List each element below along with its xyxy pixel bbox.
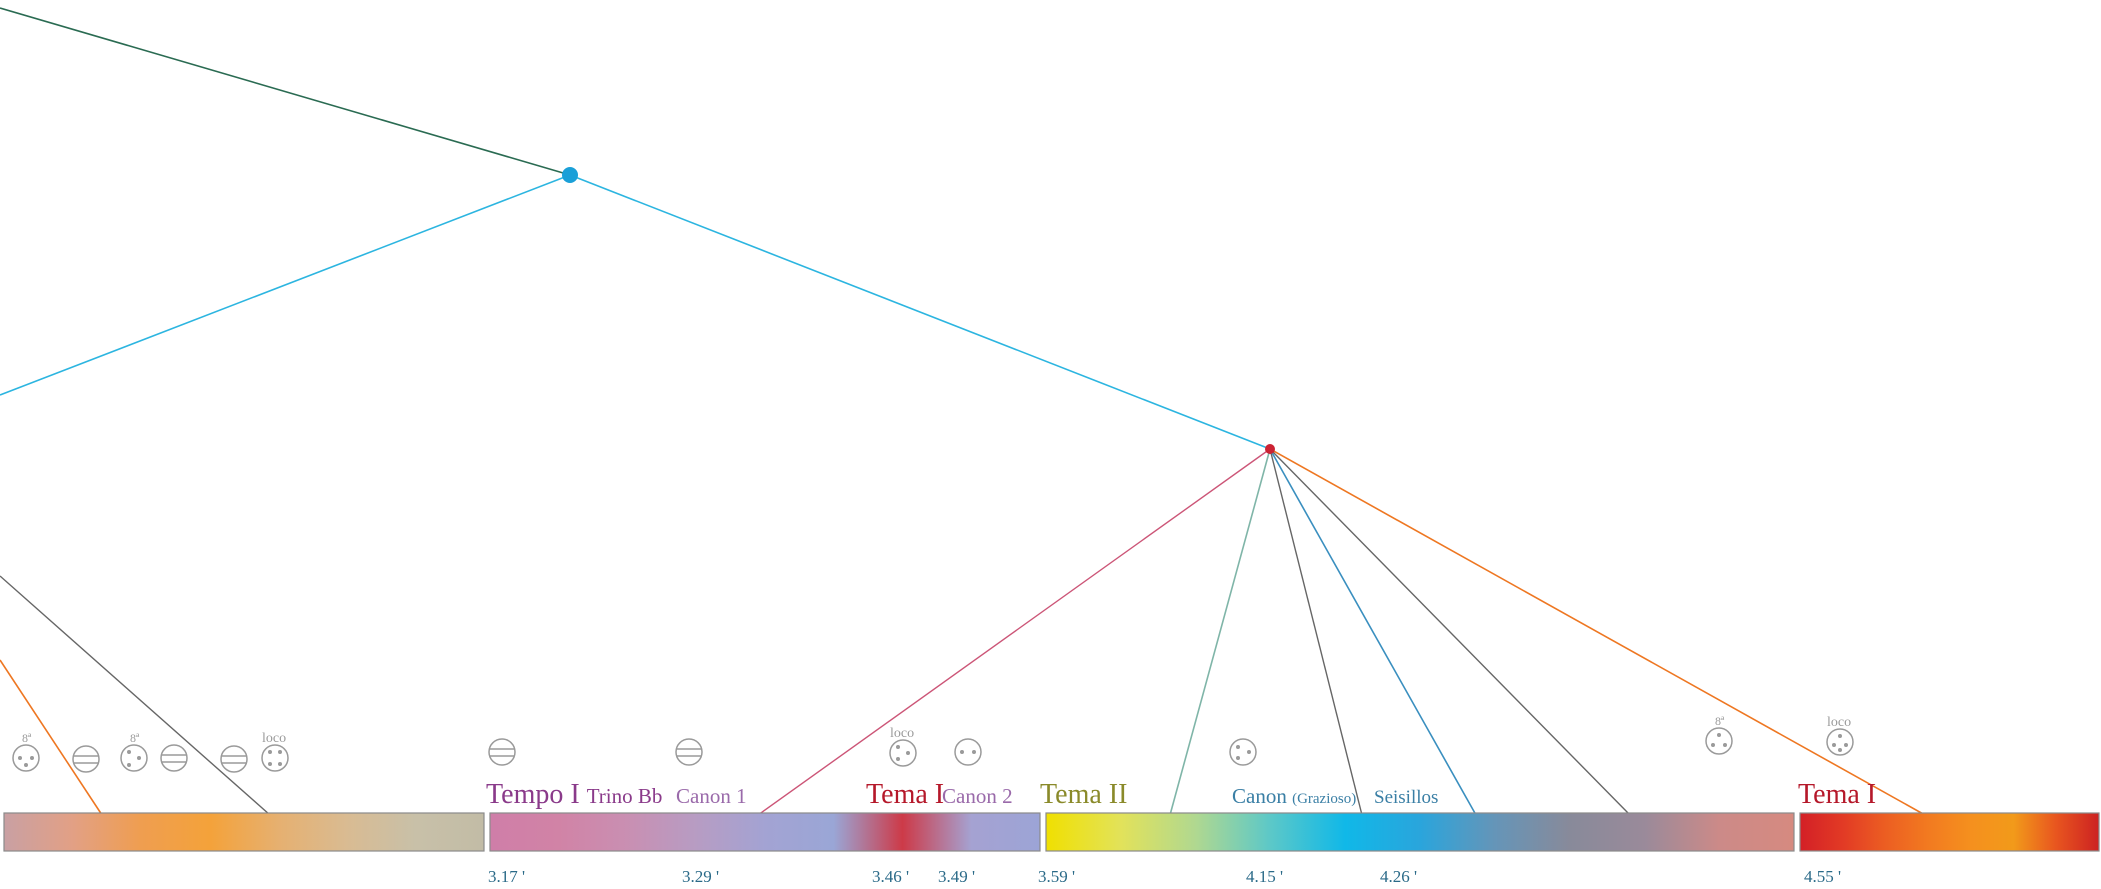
- label-title: Tema I: [1798, 779, 1876, 810]
- harmonic-dots-icon: [1705, 727, 1733, 755]
- octave-mark: 8ª: [22, 731, 32, 745]
- octave-mark: 8ª: [1715, 714, 1725, 728]
- harmonic-dots-icon: [954, 738, 982, 766]
- label-canon-grazioso: Canon (Grazioso): [1232, 784, 1356, 808]
- line-gray-1: [1269, 448, 1363, 816]
- label-canon-1: Canon 1: [676, 784, 747, 808]
- bar-segment-2: [489, 812, 1041, 852]
- line-blue: [1269, 448, 1477, 816]
- time-label: 4.15 ': [1246, 867, 1283, 886]
- harmonic-lines-icon: [72, 745, 100, 773]
- label-tema-i: Tema I: [866, 779, 944, 810]
- bar-segment-4: [1799, 812, 2100, 852]
- bar-segment-1: [3, 812, 485, 852]
- time-label: 3.46 ': [872, 867, 909, 886]
- label-title: Tema I: [866, 779, 944, 810]
- loco-mark: loco: [1827, 715, 1851, 730]
- label-title: Tema II: [1040, 779, 1127, 810]
- line-orange-left: [0, 659, 103, 816]
- label-tempo-i: Tempo I Trino Bb: [486, 779, 662, 810]
- harmonic-lines-icon: [220, 745, 248, 773]
- timeline-bars: [3, 812, 2100, 852]
- time-label: 3.29 ': [682, 867, 719, 886]
- time-label: 3.17 ': [488, 867, 525, 886]
- section-labels: Tempo I Trino Bb Canon 1 Tema I Canon 2 …: [486, 779, 1876, 810]
- loco-mark: loco: [890, 726, 914, 741]
- label-title: Canon: [1232, 784, 1287, 808]
- harmonic-lines-icon: [675, 738, 703, 766]
- harmonic-lines-icon: [488, 738, 516, 766]
- label-subtitle: Trino Bb: [587, 784, 663, 808]
- harmonic-dots-icon: [1826, 728, 1854, 756]
- time-label: 4.55 ': [1804, 867, 1841, 886]
- line-gray-2: [1269, 448, 1631, 816]
- time-label: 3.59 ': [1038, 867, 1075, 886]
- label-canon-2: Canon 2: [942, 784, 1013, 808]
- label-subtitle: (Grazioso): [1292, 791, 1356, 807]
- line-top-green: [0, 7, 571, 176]
- harmonic-dots-icon: [261, 744, 289, 772]
- label-title: Canon 2: [942, 784, 1013, 808]
- harmonic-lines-icon: [160, 744, 188, 772]
- notation-icons: 8ª 8ª loco loco: [12, 714, 1854, 773]
- label-title: Canon 1: [676, 784, 747, 808]
- bar-segment-3: [1045, 812, 1795, 852]
- label-title: Seisillos: [1374, 787, 1438, 808]
- line-cyan-left: [0, 174, 571, 396]
- label-title: Tempo I: [486, 779, 580, 810]
- timestamps: 3.17 ' 3.29 ' 3.46 ' 3.49 ' 3.59 ' 4.15 …: [488, 867, 1841, 886]
- connector-lines: [0, 7, 1926, 816]
- line-cyan-right: [569, 174, 1271, 450]
- time-label: 4.26 ': [1380, 867, 1417, 886]
- line-pink: [757, 448, 1271, 816]
- label-tema-i-final: Tema I: [1798, 779, 1876, 810]
- harmonic-dots-icon: [120, 744, 148, 772]
- node-blue: [562, 167, 578, 183]
- line-gray-left: [0, 575, 271, 816]
- harmonic-dots-icon: [12, 744, 40, 772]
- harmonic-dots-icon: [1229, 738, 1257, 766]
- loco-mark: loco: [262, 731, 286, 746]
- line-teal: [1169, 448, 1271, 816]
- harmonic-dots-icon: [889, 739, 917, 767]
- line-orange: [1269, 448, 1926, 816]
- time-label: 3.49 ': [938, 867, 975, 886]
- label-tema-ii: Tema II: [1040, 779, 1127, 810]
- node-red: [1265, 444, 1275, 454]
- octave-mark: 8ª: [130, 731, 140, 745]
- label-seisillos: Seisillos: [1374, 787, 1438, 808]
